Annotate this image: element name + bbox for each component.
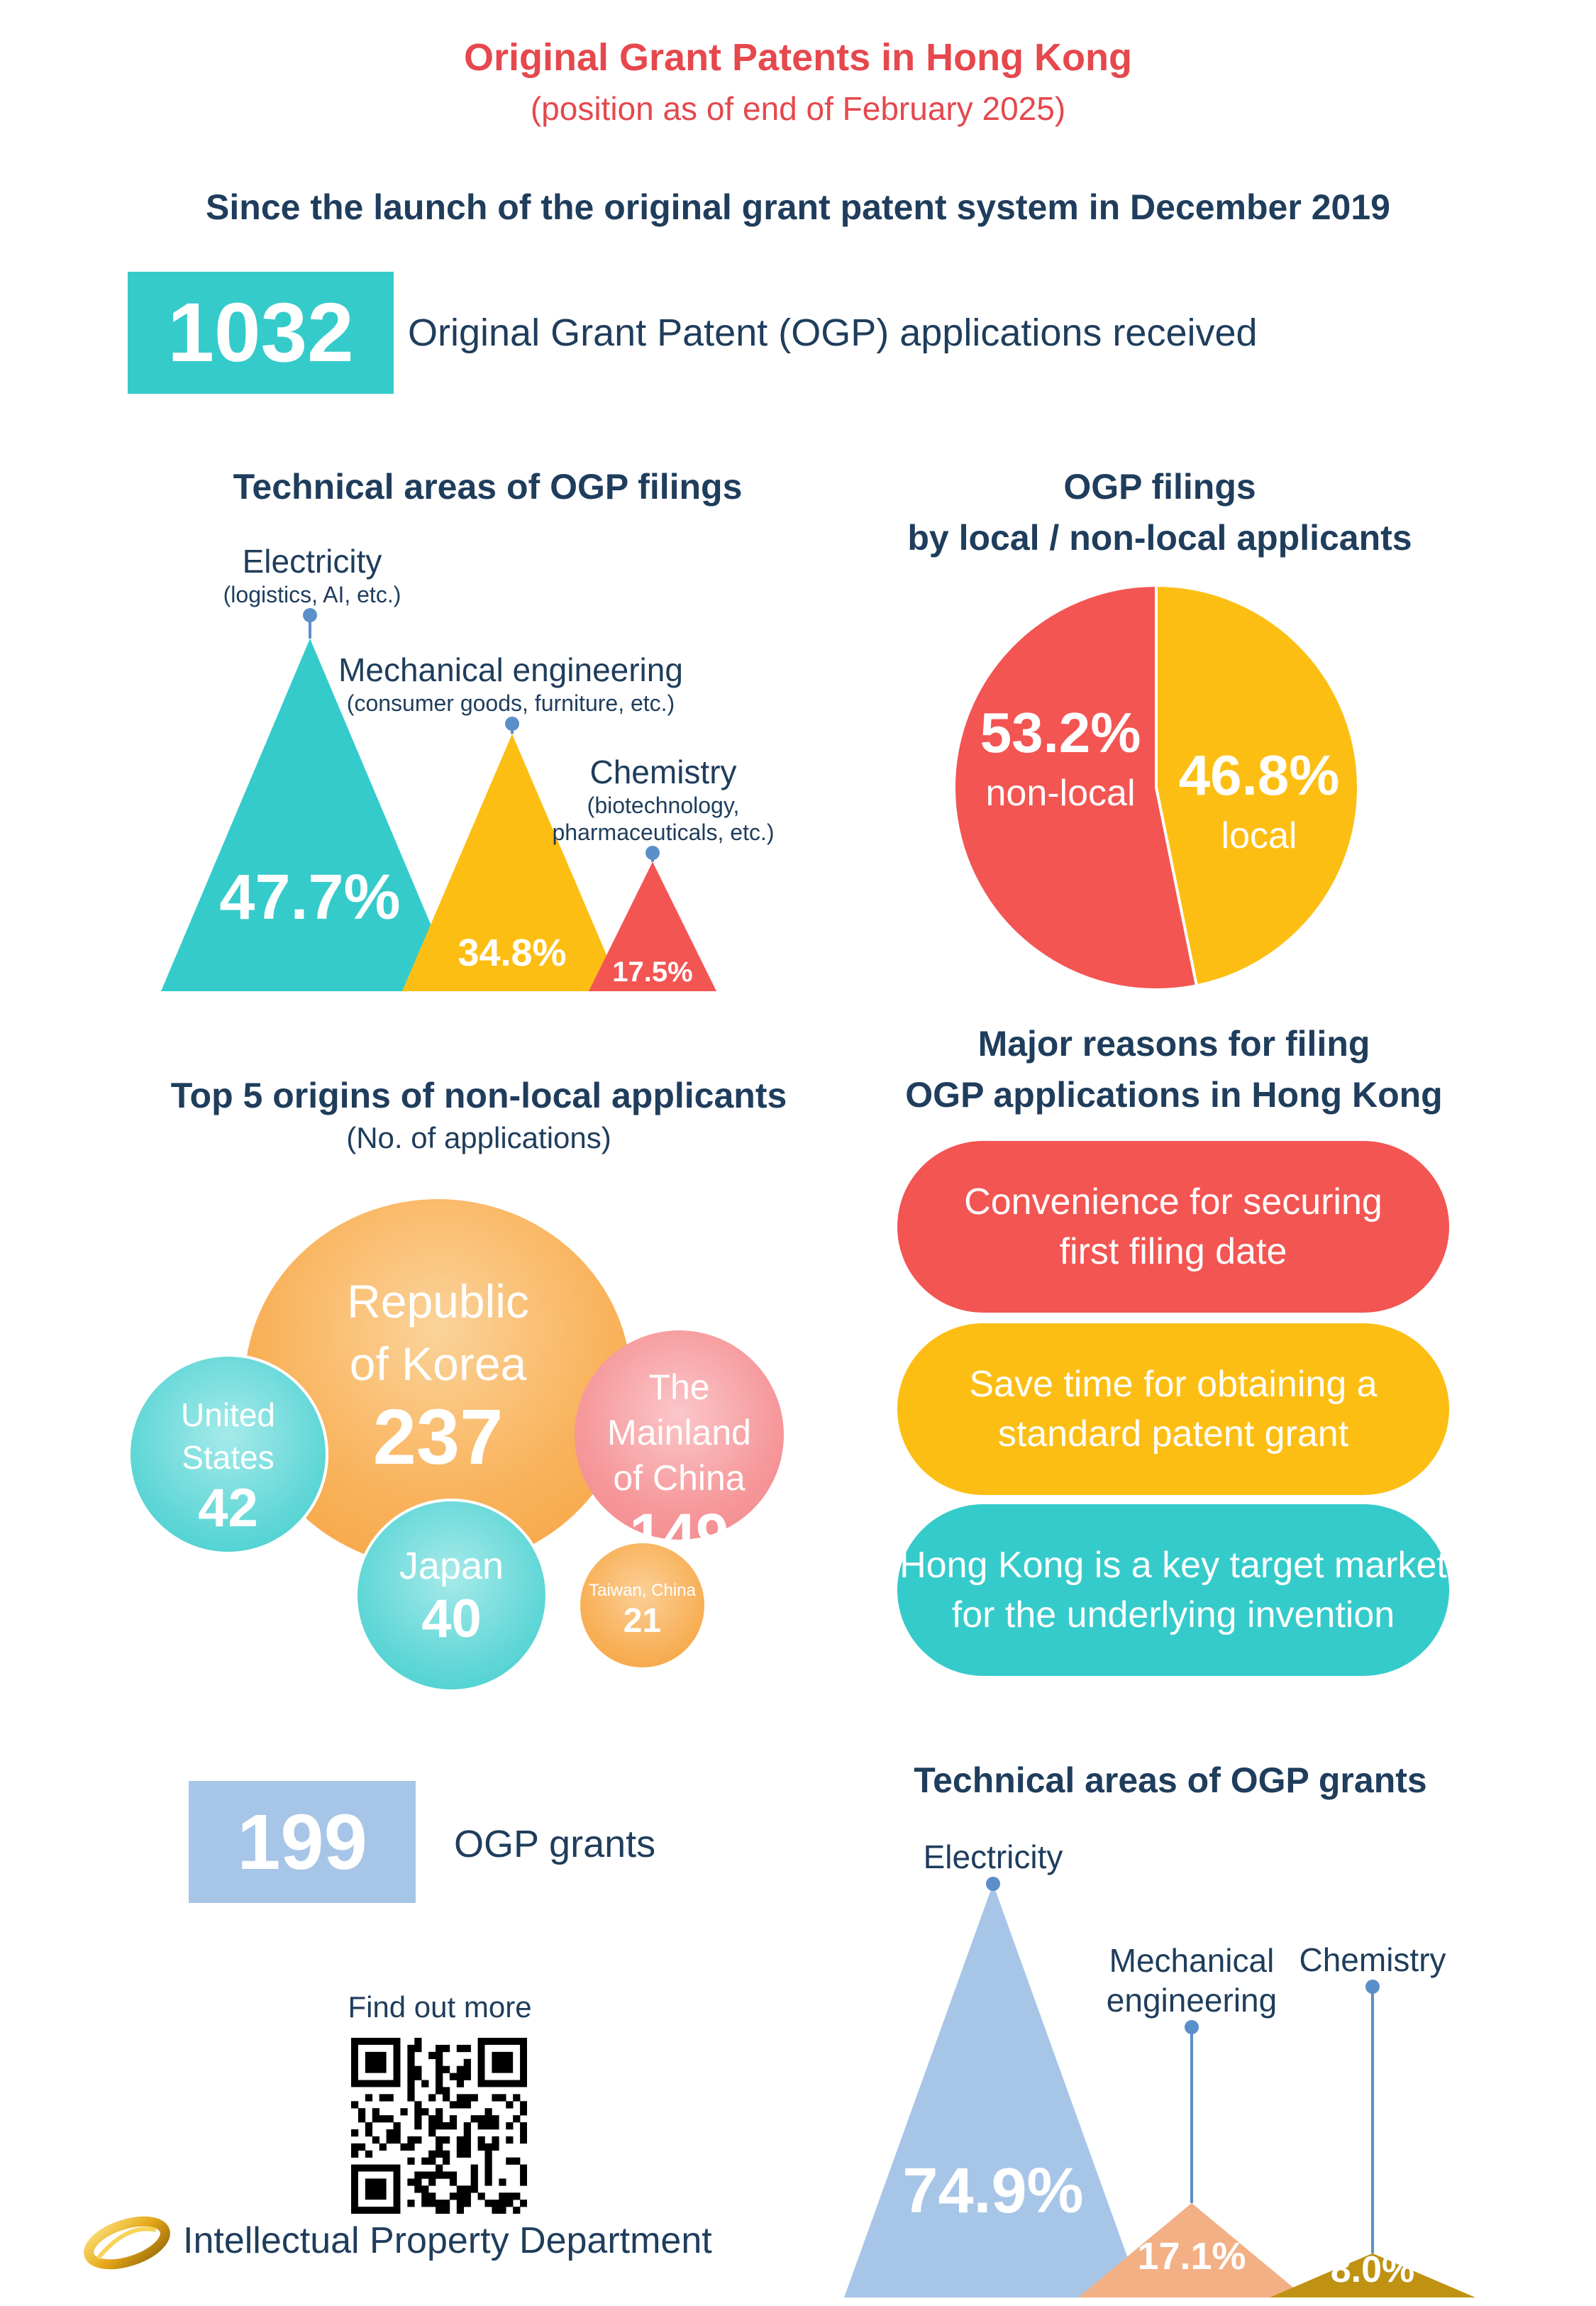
leader-dot <box>303 608 317 622</box>
bubble-label: United States <box>131 1394 326 1479</box>
reason-pill-3: Hong Kong is a key target market for the… <box>897 1504 1449 1676</box>
value-label: 34.8% <box>458 932 566 974</box>
value-label: 8.0% <box>1331 2249 1415 2290</box>
bubble-value: 21 <box>580 1601 704 1641</box>
ipd-logo-icon <box>84 2209 170 2277</box>
department-name: Intellectual Property Department <box>183 2219 712 2262</box>
category-label: Mechanicalengineering <box>1107 1942 1277 2019</box>
pie-value-label: 53.2% <box>980 701 1141 764</box>
value-label: 47.7% <box>219 862 400 933</box>
bubble-label: The Mainland of China <box>575 1364 784 1501</box>
origins-subtitle: (No. of applications) <box>142 1121 816 1155</box>
category-note: (biotechnology,pharmaceuticals, etc.) <box>552 793 774 845</box>
leader-dot <box>505 717 519 731</box>
find-out-more: Find out more <box>298 1990 582 2024</box>
leader-dot <box>1185 2020 1199 2034</box>
bubble-label: Japan <box>358 1543 545 1589</box>
bubble-value: 40 <box>358 1589 545 1649</box>
category-label: Electricity <box>924 1838 1063 1875</box>
reasons-title: Major reasons for filing OGP application… <box>851 1018 1497 1120</box>
value-label: 17.5% <box>612 956 692 988</box>
triangle-bar <box>844 1884 1142 2297</box>
pie-value-label: 46.8% <box>1179 744 1340 807</box>
category-note: (consumer goods, furniture, etc.) <box>347 690 675 716</box>
bubble-mainland-china: The Mainland of China 149 <box>575 1330 784 1540</box>
bubble-label: Republic of Korea <box>245 1270 631 1395</box>
category-label: Mechanical engineering <box>338 651 683 688</box>
bubble-value: 42 <box>131 1479 326 1538</box>
grants-label: OGP grants <box>454 1822 655 1866</box>
category-label: Chemistry <box>589 754 736 790</box>
grants-areas-chart: Electricity 74.9% Mechanicalengineering 17.… <box>844 1838 1475 2297</box>
bubble-taiwan-china: Taiwan, China 21 <box>580 1543 704 1667</box>
category-note: (logistics, AI, etc.) <box>223 582 401 607</box>
reason-pill-2: Save time for obtaining a standard paten… <box>897 1323 1449 1495</box>
local-pie-title: OGP filings by local / non-local applica… <box>858 461 1461 563</box>
leader-dot <box>1365 1980 1380 1994</box>
value-label: 17.1% <box>1137 2235 1246 2278</box>
pie-category-label: non-local <box>985 773 1135 814</box>
bubble-united-states: United States 42 <box>128 1354 328 1555</box>
leader-dot <box>645 846 660 860</box>
pie-category-label: local <box>1221 815 1297 856</box>
category-label: Chemistry <box>1299 1941 1446 1978</box>
qr-code-icon[interactable] <box>351 2038 527 2214</box>
bubble-japan: Japan 40 <box>355 1499 548 1692</box>
value-label: 74.9% <box>902 2156 1083 2227</box>
leader-dot <box>986 1877 1000 1891</box>
grants-count: 199 <box>189 1781 416 1903</box>
grants-areas-title: Technical areas of OGP grants <box>865 1760 1475 1801</box>
bubble-label: Taiwan, China <box>580 1580 704 1601</box>
local-pie-chart: 53.2% non-local 46.8% local <box>951 578 1362 1004</box>
reason-pill-1: Convenience for securing first filing da… <box>897 1141 1449 1313</box>
origins-title: Top 5 origins of non-local applicants <box>142 1070 816 1121</box>
category-label: Electricity <box>243 543 382 580</box>
